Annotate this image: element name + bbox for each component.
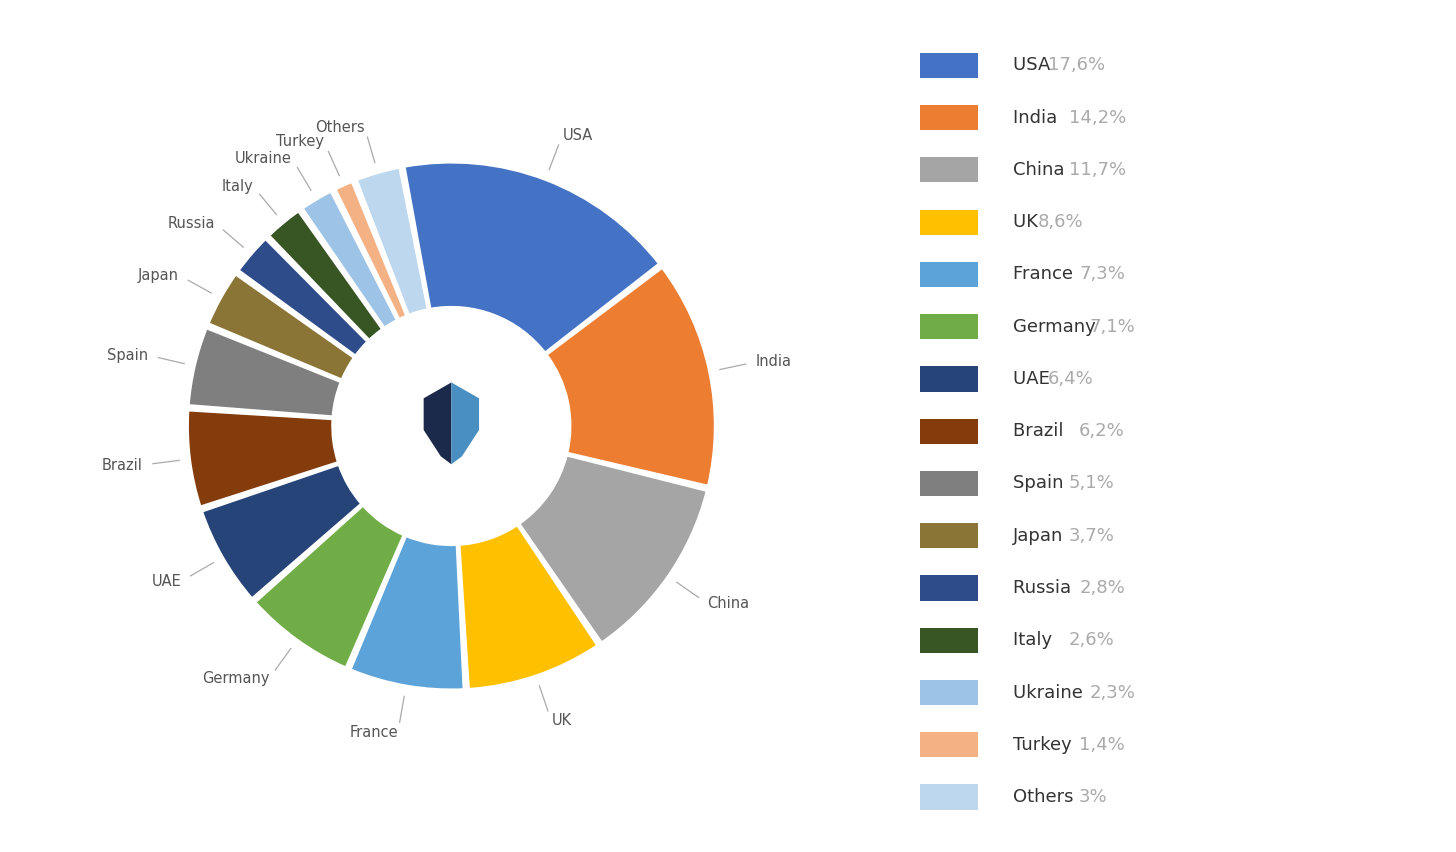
Text: Germany: Germany: [201, 671, 269, 686]
Wedge shape: [202, 464, 361, 599]
Wedge shape: [357, 167, 428, 315]
Wedge shape: [518, 455, 708, 643]
Text: UAE: UAE: [1013, 370, 1056, 388]
Text: 3,7%: 3,7%: [1069, 527, 1115, 544]
Text: UK: UK: [1013, 213, 1044, 231]
Text: France: France: [349, 725, 397, 740]
Wedge shape: [546, 268, 715, 486]
Text: 2,8%: 2,8%: [1079, 579, 1125, 597]
Text: 3%: 3%: [1079, 788, 1108, 806]
FancyBboxPatch shape: [920, 262, 978, 287]
Text: China: China: [708, 596, 750, 611]
Wedge shape: [208, 274, 354, 380]
Text: Brazil: Brazil: [102, 458, 143, 473]
Text: USA: USA: [562, 128, 593, 142]
Text: China: China: [1013, 161, 1070, 179]
Text: 2,3%: 2,3%: [1089, 683, 1136, 701]
Text: Ukraine: Ukraine: [236, 151, 293, 166]
FancyBboxPatch shape: [920, 523, 978, 549]
Wedge shape: [188, 328, 341, 417]
Text: 6,2%: 6,2%: [1079, 423, 1125, 440]
Text: India: India: [1013, 109, 1063, 127]
Wedge shape: [188, 410, 338, 507]
FancyBboxPatch shape: [920, 628, 978, 653]
Text: 7,3%: 7,3%: [1079, 266, 1125, 284]
Text: 5,1%: 5,1%: [1069, 475, 1114, 492]
Text: Turkey: Turkey: [277, 135, 325, 149]
Wedge shape: [405, 162, 660, 353]
Text: Italy: Italy: [221, 179, 253, 193]
Text: UAE: UAE: [151, 573, 182, 589]
FancyBboxPatch shape: [920, 158, 978, 182]
Wedge shape: [459, 525, 598, 689]
Text: Turkey: Turkey: [1013, 736, 1077, 754]
Text: 7,1%: 7,1%: [1089, 318, 1136, 336]
Text: 6,4%: 6,4%: [1048, 370, 1093, 388]
Wedge shape: [255, 505, 403, 668]
Text: Italy: Italy: [1013, 631, 1059, 649]
Text: Spain: Spain: [108, 348, 149, 363]
FancyBboxPatch shape: [920, 418, 978, 444]
Wedge shape: [303, 191, 397, 328]
Text: Spain: Spain: [1013, 475, 1070, 492]
Text: 17,6%: 17,6%: [1048, 56, 1105, 74]
Text: Brazil: Brazil: [1013, 423, 1070, 440]
FancyBboxPatch shape: [920, 314, 978, 339]
Text: UK: UK: [552, 713, 571, 728]
FancyBboxPatch shape: [920, 53, 978, 78]
Text: France: France: [1013, 266, 1079, 284]
FancyBboxPatch shape: [920, 105, 978, 130]
FancyBboxPatch shape: [920, 366, 978, 392]
Text: Japan: Japan: [1013, 527, 1070, 544]
Text: 8,6%: 8,6%: [1037, 213, 1083, 231]
Text: India: India: [756, 354, 792, 370]
FancyBboxPatch shape: [920, 732, 978, 757]
FancyBboxPatch shape: [920, 785, 978, 809]
FancyBboxPatch shape: [920, 680, 978, 705]
Circle shape: [332, 308, 571, 544]
Text: Others: Others: [314, 119, 364, 135]
Text: Germany: Germany: [1013, 318, 1102, 336]
Text: 11,7%: 11,7%: [1069, 161, 1125, 179]
Text: Japan: Japan: [138, 268, 179, 283]
Text: Others: Others: [1013, 788, 1080, 806]
FancyBboxPatch shape: [920, 575, 978, 601]
Wedge shape: [239, 239, 368, 356]
Wedge shape: [269, 211, 383, 340]
Text: 1,4%: 1,4%: [1079, 736, 1125, 754]
Text: 2,6%: 2,6%: [1069, 631, 1114, 649]
Wedge shape: [335, 181, 406, 320]
Text: USA: USA: [1013, 56, 1057, 74]
Polygon shape: [451, 383, 479, 464]
Polygon shape: [424, 383, 451, 464]
FancyBboxPatch shape: [920, 471, 978, 496]
Text: 14,2%: 14,2%: [1069, 109, 1125, 127]
Wedge shape: [351, 536, 464, 690]
Text: Ukraine: Ukraine: [1013, 683, 1089, 701]
Text: Russia: Russia: [1013, 579, 1077, 597]
Text: Russia: Russia: [167, 216, 215, 231]
FancyBboxPatch shape: [920, 210, 978, 235]
